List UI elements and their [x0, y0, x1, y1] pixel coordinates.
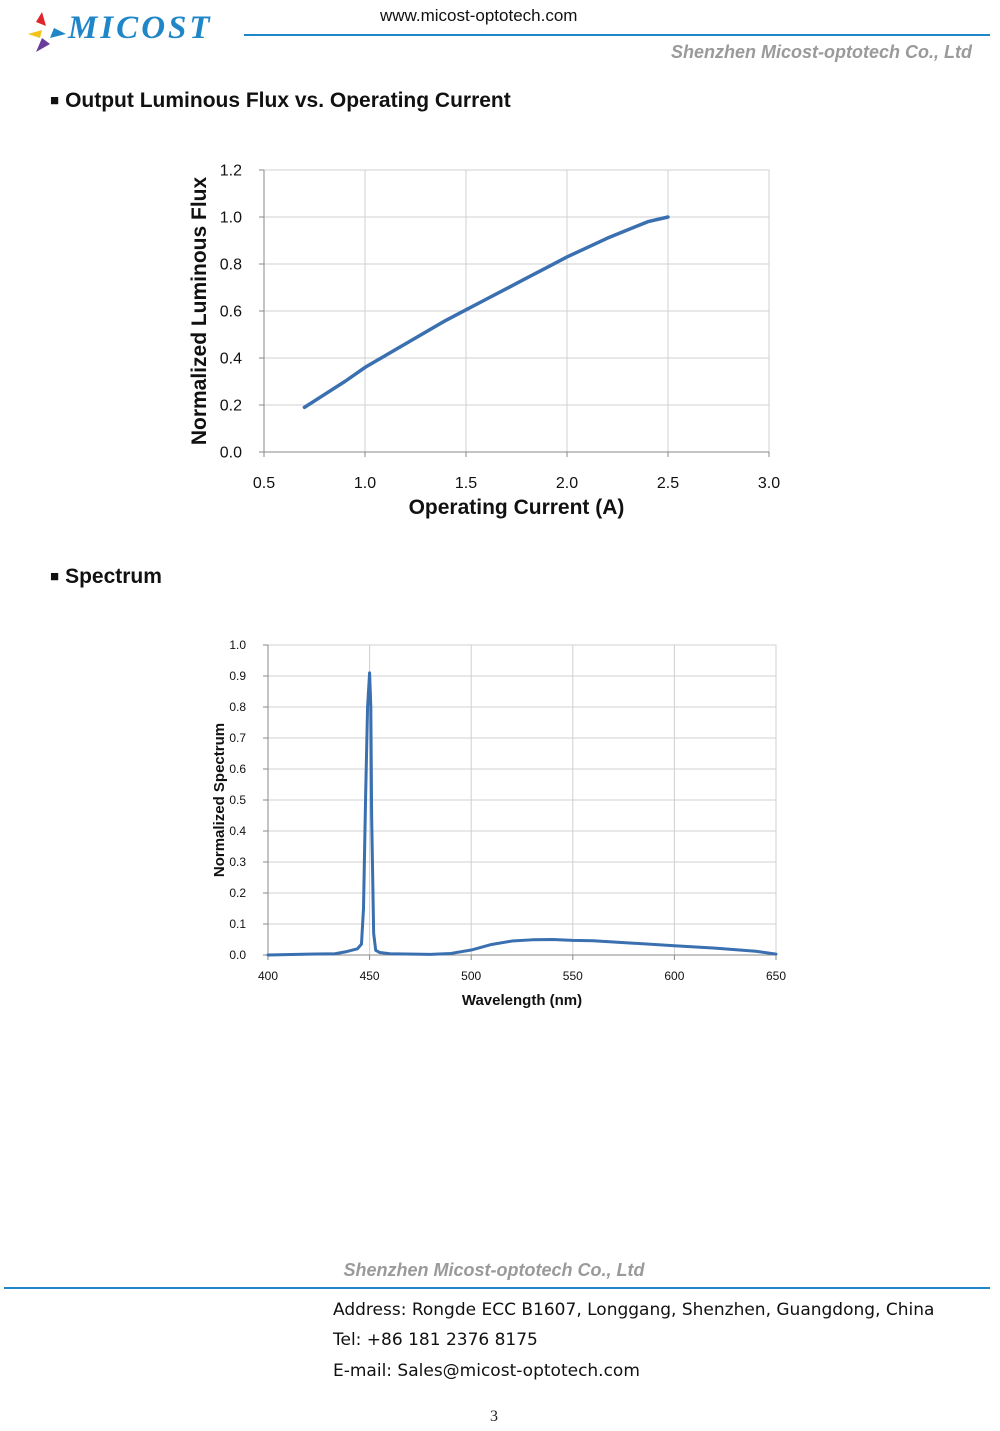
header-divider	[244, 34, 990, 36]
section-heading-spectrum-text: Spectrum	[65, 565, 162, 588]
x-tick-label: 3.0	[758, 475, 780, 492]
logo-wordmark: MICOST	[68, 10, 213, 46]
y-axis-label: Normalized Spectrum	[211, 723, 228, 877]
y-tick-label: 0.4	[229, 824, 246, 838]
x-tick-label: 650	[766, 969, 786, 983]
x-tick-label: 2.5	[657, 475, 679, 492]
footer-company-name: Shenzhen Micost-optotech Co., Ltd	[343, 1260, 645, 1280]
x-tick-label: 1.0	[354, 475, 376, 492]
y-tick-label: 1.0	[229, 638, 246, 652]
section-heading-flux: ■ Output Luminous Flux vs. Operating Curr…	[50, 89, 511, 113]
y-tick-label: 0.9	[229, 669, 246, 683]
website-url[interactable]: www.micost-optotech.com	[380, 6, 578, 25]
footer-telephone: Tel: +86 181 2376 8175	[333, 1330, 538, 1350]
y-tick-label: 0.4	[220, 351, 242, 368]
section-heading-flux-text: Output Luminous Flux vs. Operating Curre…	[65, 89, 511, 112]
footer-divider	[4, 1287, 990, 1289]
spectrum-chart: 0.0 0.1 0.2 0.3 0.4 0.5 0.6 0.7 0.8 0.9 1.0 400 450 5…	[211, 638, 786, 1009]
square-bullet-icon: ■	[50, 92, 60, 109]
y-tick-label: 1.0	[220, 210, 242, 227]
y-tick-label: 0.6	[229, 762, 246, 776]
y-tick-label: 0.3	[229, 855, 246, 869]
logo-mark-icon	[28, 12, 66, 52]
y-tick-label: 0.5	[229, 793, 246, 807]
header-company-name: Shenzhen Micost-optotech Co., Ltd	[671, 42, 972, 62]
page-number: 3	[490, 1408, 498, 1425]
x-axis-label: Operating Current (A)	[409, 496, 625, 519]
x-tick-label: 550	[563, 969, 583, 983]
y-tick-label: 0.7	[229, 731, 246, 745]
x-tick-label: 0.5	[253, 475, 275, 492]
y-tick-label: 1.2	[220, 163, 242, 180]
y-tick-label: 0.0	[229, 948, 246, 962]
y-tick-label: 0.0	[220, 445, 242, 462]
y-tick-label: 0.2	[220, 398, 242, 415]
y-tick-label: 0.6	[220, 304, 242, 321]
series-line	[302, 215, 670, 410]
x-axis-label: Wavelength (nm)	[462, 992, 582, 1009]
y-tick-label: 0.2	[229, 886, 246, 900]
x-tick-label: 600	[664, 969, 684, 983]
x-tick-label: 450	[360, 969, 380, 983]
section-heading-spectrum: ■ Spectrum	[50, 565, 162, 589]
x-tick-label: 400	[258, 969, 278, 983]
series-line	[266, 671, 778, 957]
y-tick-label: 0.1	[229, 917, 246, 931]
y-tick-label: 0.8	[229, 700, 246, 714]
footer-email[interactable]: E-mail: Sales@micost-optotech.com	[333, 1361, 640, 1381]
x-tick-label: 1.5	[455, 475, 477, 492]
x-tick-label: 2.0	[556, 475, 578, 492]
y-axis-label: Normalized Luminous Flux	[188, 177, 211, 446]
footer-address: Address: Rongde ECC B1607, Longgang, She…	[333, 1300, 935, 1320]
flux-vs-current-chart: 0.0 0.2 0.4 0.6 0.8 1.0 1.2 0.5 1.0 1.5 2.0 2.5 3.0 O…	[188, 163, 780, 519]
square-bullet-icon: ■	[50, 568, 60, 585]
y-tick-label: 0.8	[220, 257, 242, 274]
x-tick-label: 500	[461, 969, 481, 983]
